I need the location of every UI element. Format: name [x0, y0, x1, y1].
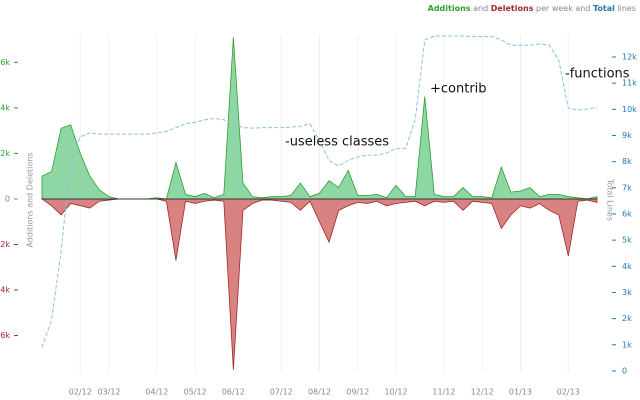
legend-deletions: Deletions	[491, 4, 534, 13]
x-tick-label: 09/12	[346, 388, 369, 397]
y2-tick-label: 5k	[622, 236, 632, 245]
annotation: -useless classes	[285, 135, 389, 150]
y2-tick-label: 12k	[622, 52, 637, 61]
annotation: +contrib	[430, 82, 487, 97]
y2-tick-label: 8k	[622, 157, 632, 166]
x-tick-label: 01/13	[509, 388, 532, 397]
y2-axis-label: Total Lines	[606, 178, 615, 221]
y-tick-label: 6k	[0, 58, 10, 67]
y2-tick-label: 0	[622, 366, 627, 375]
x-tick-label: 10/12	[385, 388, 408, 397]
y2-tick-label: 11k	[622, 79, 637, 88]
x-tick-label: 03/12	[97, 388, 120, 397]
annotation: -functions	[565, 67, 630, 82]
legend-text: and	[471, 4, 491, 13]
y-tick-label: 0	[5, 194, 10, 203]
x-tick-label: 04/12	[145, 388, 168, 397]
x-tick-label: 05/12	[184, 388, 207, 397]
legend: Additions and Deletions per week and Tot…	[428, 4, 636, 13]
y2-tick-label: 7k	[622, 183, 632, 192]
legend-total: Total	[593, 4, 615, 13]
x-tick-label: 12/12	[471, 388, 494, 397]
x-tick-label: 06/12	[222, 388, 245, 397]
y-tick-label: 6k	[0, 331, 10, 340]
y2-tick-label: 1k	[622, 340, 632, 349]
x-tick-label: 02/13	[557, 388, 580, 397]
y-tick-label: 2k	[0, 240, 10, 249]
y-axis-label: Additions and Deletions	[26, 152, 35, 247]
y-tick-label: 4k	[0, 286, 10, 295]
y2-tick-label: 9k	[622, 131, 632, 140]
y-tick-label: 2k	[0, 149, 10, 158]
x-tick-label: 11/12	[432, 388, 455, 397]
y-tick-label: 4k	[0, 103, 10, 112]
y2-tick-label: 10k	[622, 105, 637, 114]
total-line	[41, 35, 598, 348]
x-tick-label: 02/12	[69, 388, 92, 397]
y2-tick-label: 3k	[622, 288, 632, 297]
x-tick-label: 07/12	[270, 388, 293, 397]
y2-tick-label: 2k	[622, 314, 632, 323]
x-tick-label: 08/12	[308, 388, 331, 397]
legend-additions: Additions	[428, 4, 471, 13]
y2-tick-label: 6k	[622, 209, 632, 218]
y2-tick-label: 4k	[622, 262, 632, 271]
legend-text: lines	[615, 4, 636, 13]
legend-text: per week and	[533, 4, 593, 13]
